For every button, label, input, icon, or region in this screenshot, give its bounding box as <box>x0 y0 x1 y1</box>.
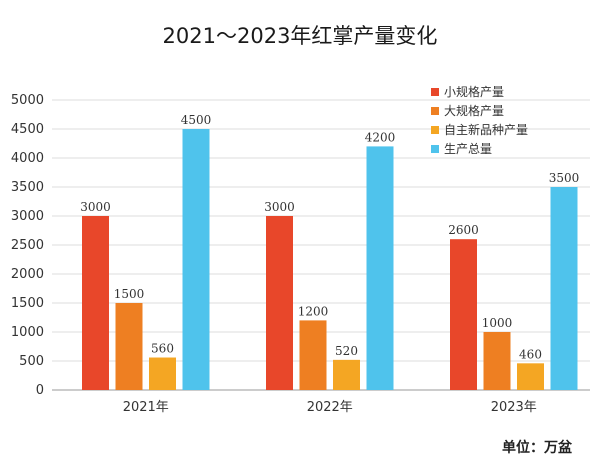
legend-label: 自主新品种产量 <box>444 122 528 137</box>
bar <box>149 357 176 390</box>
y-tick-label: 2500 <box>11 238 44 253</box>
legend-swatch <box>431 126 439 134</box>
data-label: 460 <box>519 347 542 361</box>
x-axis-ticks: 2021年 2022年 2023年 <box>123 400 537 415</box>
data-label: 2600 <box>448 223 479 237</box>
legend-label: 生产总量 <box>444 142 492 156</box>
bar <box>483 332 511 390</box>
legend-swatch <box>431 88 439 96</box>
unit-note: 单位：万盆 <box>502 439 573 456</box>
data-label: 4200 <box>365 130 396 144</box>
y-tick-label: 3500 <box>11 180 44 195</box>
data-label: 1500 <box>114 287 145 301</box>
x-tick-label: 2022年 <box>307 400 353 415</box>
bar <box>182 129 210 390</box>
y-tick-label: 2000 <box>11 267 44 282</box>
y-tick-label: 1500 <box>11 296 44 311</box>
y-tick-label: 4000 <box>11 151 44 166</box>
data-label: 3000 <box>80 200 111 214</box>
bar <box>115 303 143 390</box>
y-tick-label: 3000 <box>11 209 44 224</box>
bar <box>366 146 394 390</box>
legend-swatch <box>431 145 439 153</box>
data-labels: 3000 1500 560 4500 3000 1200 520 4200 2600 1000 46… <box>80 113 579 361</box>
data-label: 3500 <box>549 171 580 185</box>
bar <box>550 187 578 390</box>
data-label: 1200 <box>298 304 329 318</box>
y-tick-label: 5000 <box>11 93 44 108</box>
legend-label: 小规格产量 <box>444 84 504 99</box>
data-label: 560 <box>151 342 174 356</box>
bar <box>450 239 477 390</box>
bar <box>333 359 360 390</box>
bar <box>266 216 293 390</box>
y-tick-label: 500 <box>19 354 44 369</box>
x-tick-label: 2023年 <box>491 400 537 415</box>
legend-swatch <box>431 107 439 115</box>
bar <box>82 216 109 390</box>
x-tick-label: 2021年 <box>123 400 169 415</box>
data-label: 3000 <box>264 200 295 214</box>
data-label: 4500 <box>181 113 212 127</box>
chart-title: 2021～2023年红掌产量变化 <box>163 24 438 48</box>
data-label: 520 <box>335 344 358 358</box>
y-tick-label: 1000 <box>11 325 44 340</box>
y-axis-ticks: 0 500 1000 1500 2000 2500 3000 3500 4000 4500 5000 <box>11 93 44 398</box>
data-label: 1000 <box>482 316 513 330</box>
y-tick-label: 4500 <box>11 122 44 137</box>
legend-label: 大规格产量 <box>444 103 504 118</box>
bar <box>517 363 544 390</box>
bar <box>299 320 327 390</box>
y-tick-label: 0 <box>36 383 44 398</box>
bars <box>82 129 578 390</box>
